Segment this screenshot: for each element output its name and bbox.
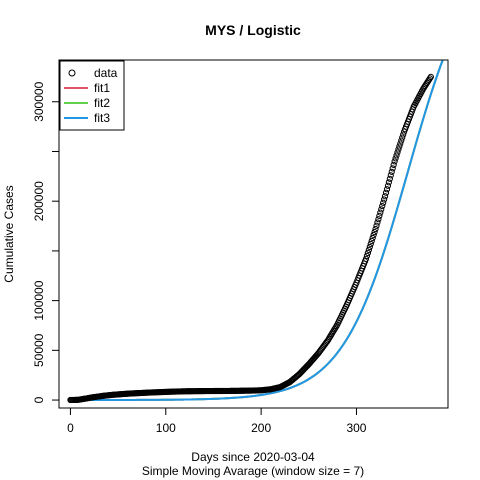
y-axis-label: Cumulative Cases	[2, 185, 16, 282]
data-point	[369, 234, 376, 242]
data-point	[367, 240, 374, 248]
data-point	[387, 172, 394, 179]
y-tick-label: 200000	[32, 181, 46, 221]
plot-area	[67, 60, 444, 404]
x-tick-label: 100	[156, 421, 176, 435]
data-point	[377, 209, 384, 216]
data-point	[426, 75, 433, 82]
data-point	[392, 155, 399, 162]
chart-title: MYS / Logistic	[205, 22, 301, 38]
y-tick-label: 300000	[32, 81, 46, 121]
data-points	[67, 73, 434, 404]
data-point	[381, 196, 388, 203]
y-tick-label: 100000	[32, 280, 46, 320]
data-point	[427, 73, 434, 81]
data-point	[366, 243, 373, 251]
data-point	[372, 225, 379, 233]
data-point	[388, 168, 395, 175]
data-point	[380, 199, 387, 206]
data-point	[378, 206, 385, 213]
data-point	[374, 219, 381, 226]
data-point	[376, 212, 383, 219]
legend-label-fit1: fit1	[94, 81, 110, 95]
plot-frame	[58, 59, 449, 409]
data-point	[385, 179, 392, 186]
y-tick-label: 0	[32, 396, 46, 403]
x-axis-sublabel: Simple Moving Avarage (window size = 7)	[142, 464, 364, 478]
data-point	[371, 228, 378, 236]
data-point	[398, 137, 405, 144]
y-tick-label: 50000	[32, 333, 46, 367]
fit-lines	[70, 60, 444, 402]
data-point	[394, 149, 401, 156]
data-point	[384, 182, 392, 189]
data-point	[382, 189, 390, 196]
axes: 0 100 200 300 0 50000 100000 200000 300000	[32, 81, 367, 435]
data-point	[379, 202, 386, 210]
data-point	[383, 186, 391, 193]
data-point	[399, 134, 406, 141]
x-tick-label: 200	[251, 421, 271, 435]
data-point	[390, 161, 397, 168]
x-tick-label: 0	[67, 421, 74, 435]
data-point	[400, 131, 407, 138]
data-point	[397, 140, 404, 147]
data-point	[364, 249, 372, 256]
data-point	[396, 143, 403, 150]
data-point	[389, 165, 396, 172]
data-point	[381, 193, 389, 200]
data-point	[363, 252, 371, 259]
data-point	[393, 152, 400, 159]
legend-marker-data	[68, 69, 76, 77]
data-point	[395, 146, 402, 153]
data-point	[391, 158, 398, 165]
data-point	[370, 231, 377, 239]
data-point	[362, 255, 370, 262]
legend-label-fit2: fit2	[94, 96, 110, 110]
data-point	[375, 216, 382, 223]
fit-line-fit3	[70, 60, 444, 402]
x-tick-label: 300	[346, 421, 366, 435]
legend-label-fit3: fit3	[94, 111, 110, 125]
data-point	[368, 237, 375, 245]
data-point	[373, 222, 380, 229]
data-point	[365, 246, 372, 254]
x-axis-label: Days since 2020-03-04	[191, 450, 315, 464]
data-point	[386, 175, 393, 182]
legend-label-data: data	[94, 66, 118, 80]
